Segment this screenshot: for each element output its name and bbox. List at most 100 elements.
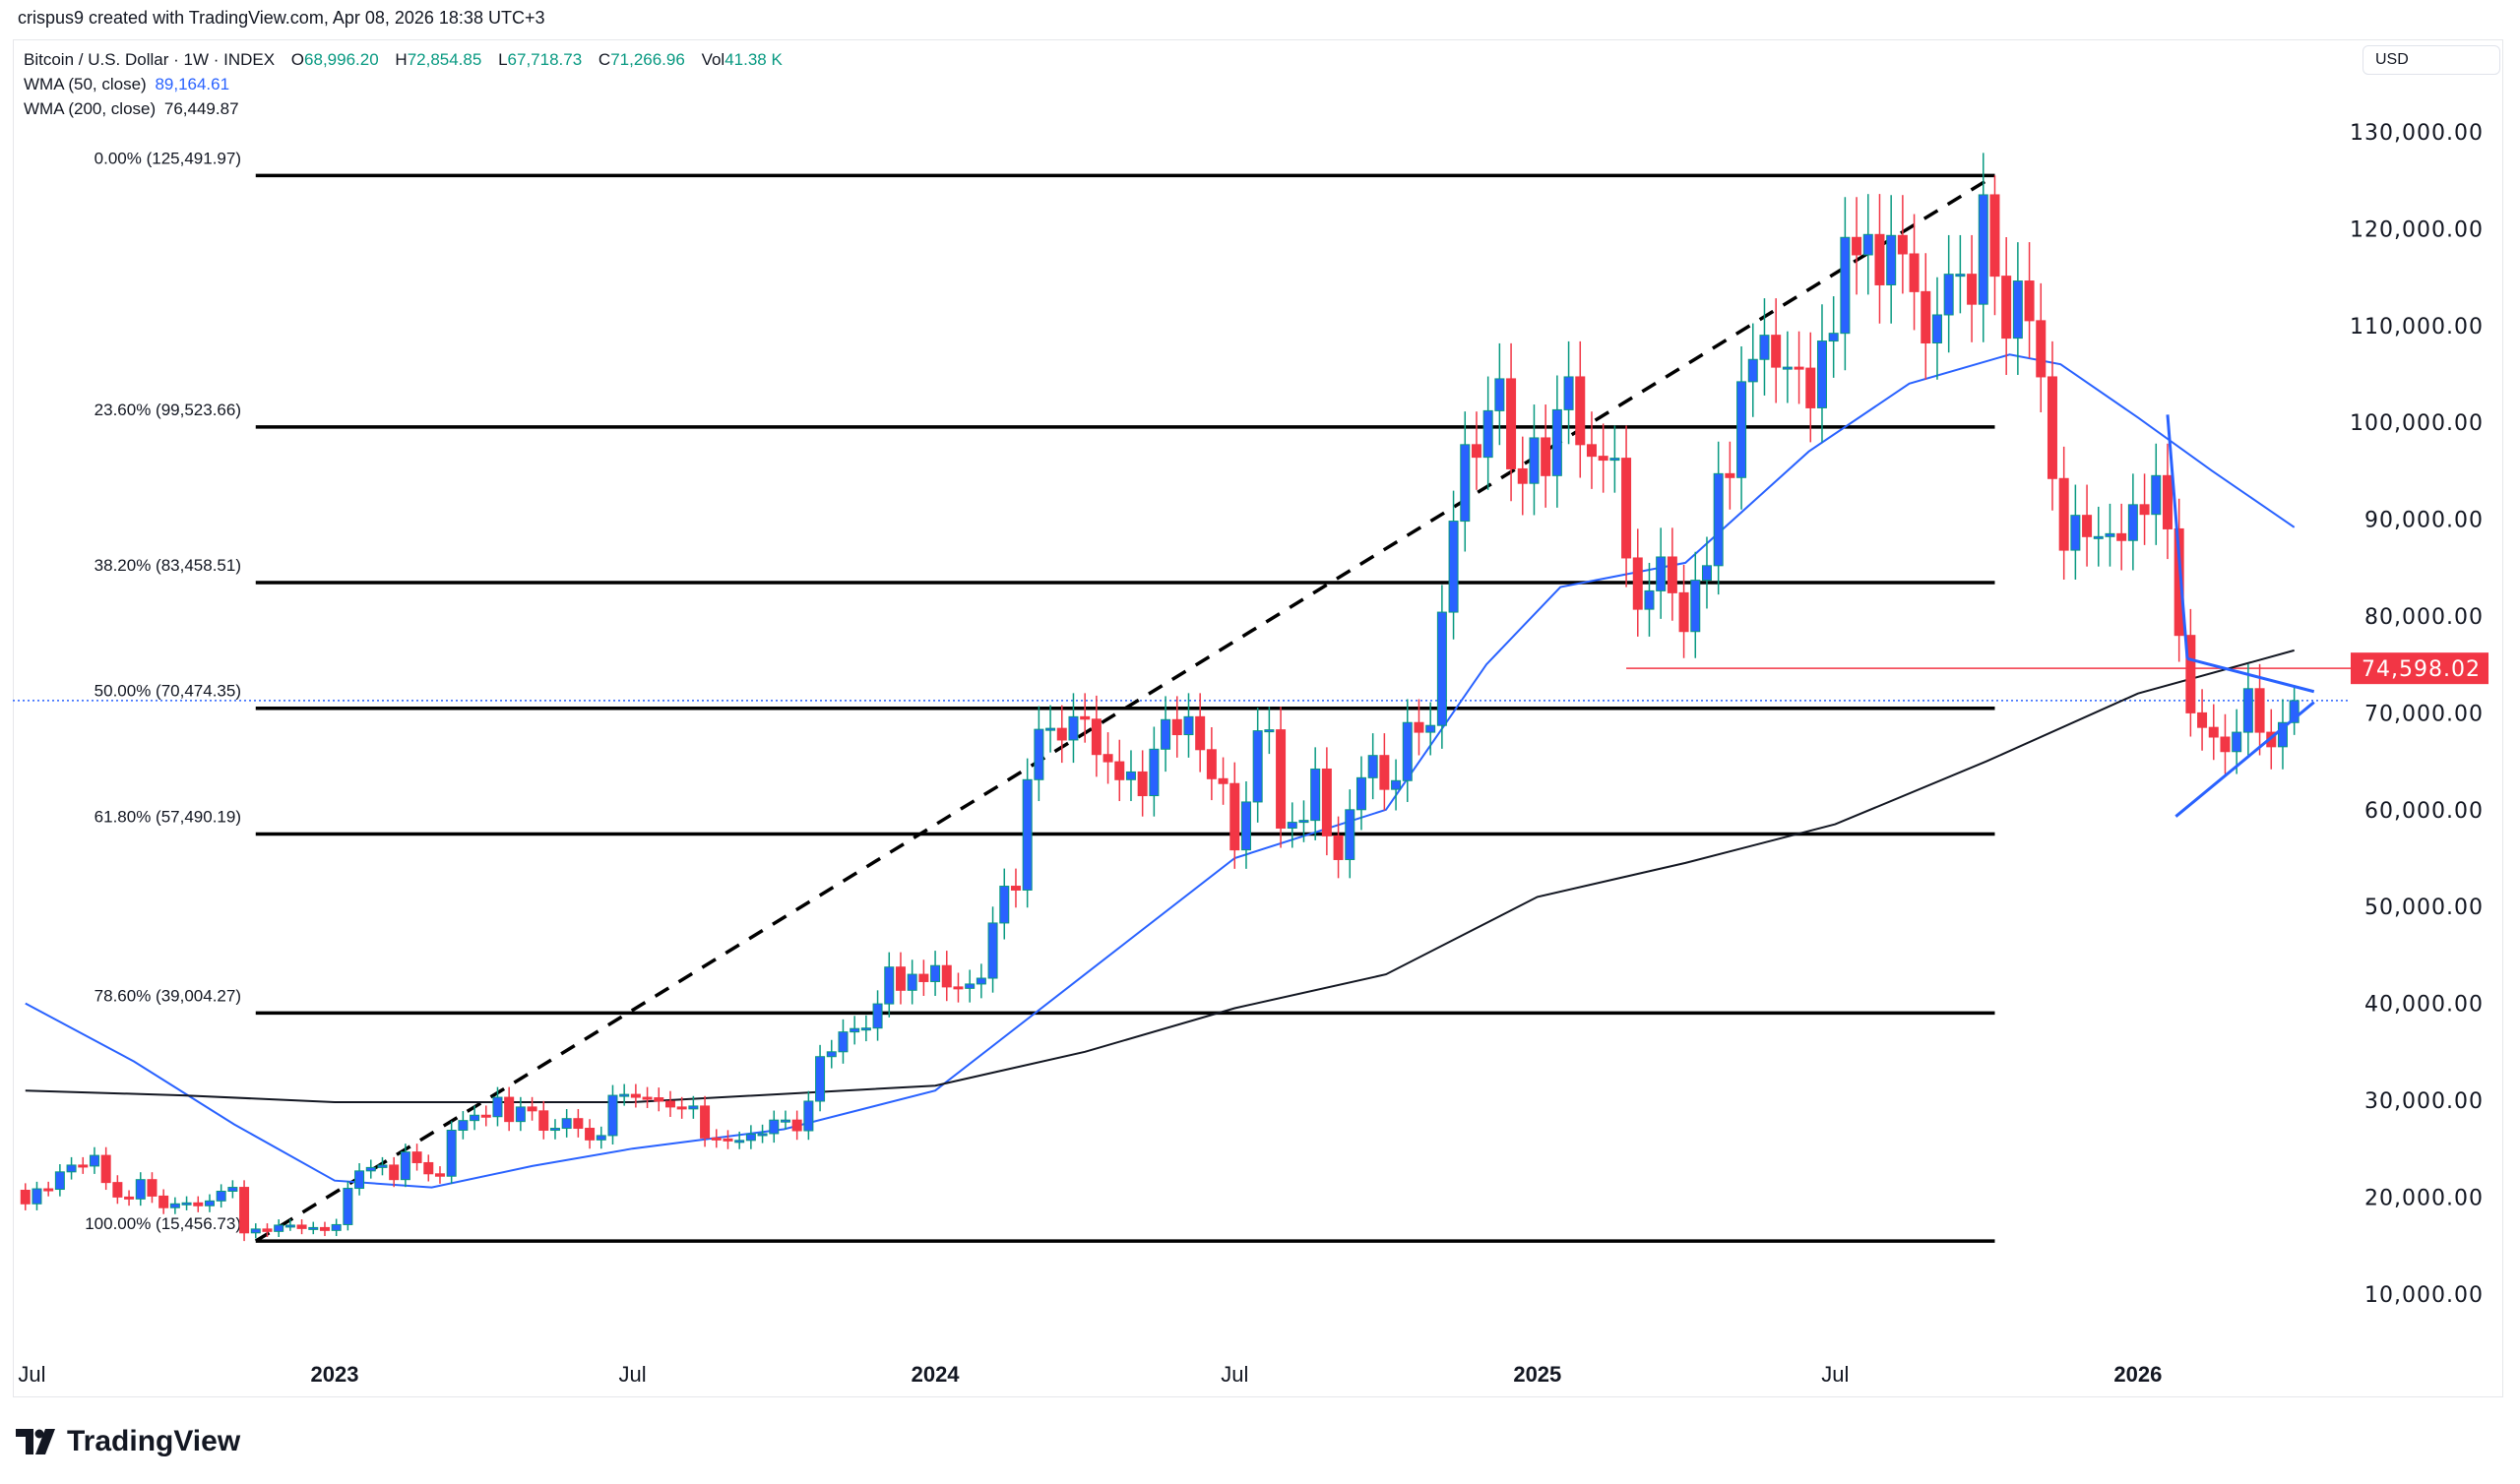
candle-body bbox=[1632, 557, 1643, 610]
candle-body bbox=[2127, 504, 2138, 541]
legend-wma200-row[interactable]: WMA (200, close) 76,449.87 bbox=[24, 96, 783, 121]
candle-body bbox=[1022, 778, 1033, 891]
candle bbox=[400, 1144, 410, 1188]
candle bbox=[1678, 565, 1689, 658]
candle-body bbox=[1551, 408, 1562, 476]
volume-value: 41.38 K bbox=[724, 50, 783, 69]
candle-body bbox=[470, 1114, 480, 1122]
candle-body bbox=[1034, 728, 1044, 780]
candle bbox=[619, 1083, 630, 1106]
candle bbox=[124, 1190, 135, 1206]
plot-area: 0.00% (125,491.97) 23.60% (99,523.66) 38.2… bbox=[13, 149, 2351, 1243]
candle-body bbox=[1598, 456, 1608, 462]
candle-body bbox=[1656, 556, 1667, 591]
candle-body bbox=[630, 1093, 641, 1098]
candle bbox=[1874, 194, 1885, 324]
candle bbox=[1298, 800, 1309, 842]
candle bbox=[1517, 436, 1528, 516]
candle-body bbox=[1874, 233, 1885, 285]
candle-body bbox=[274, 1224, 284, 1232]
wma200-label: WMA (200, close) bbox=[24, 99, 157, 118]
candle bbox=[20, 1183, 31, 1210]
candle bbox=[1575, 340, 1586, 478]
candle-body bbox=[2047, 376, 2057, 479]
candle-body bbox=[907, 973, 917, 991]
candle bbox=[2139, 473, 2150, 545]
candle-body bbox=[181, 1202, 192, 1206]
candle bbox=[1171, 696, 1182, 758]
candle bbox=[745, 1125, 756, 1149]
candle bbox=[664, 1090, 675, 1117]
candle-body bbox=[1575, 376, 1586, 446]
time-axis-label: Jul bbox=[1221, 1362, 1248, 1387]
time-axis-label: Jul bbox=[18, 1362, 45, 1387]
currency-selector[interactable]: USD bbox=[2362, 45, 2500, 75]
candle-body bbox=[135, 1179, 146, 1200]
candle-body bbox=[1921, 290, 1931, 344]
low-value: 67,718.73 bbox=[507, 50, 583, 69]
legend-wma50-row[interactable]: WMA (50, close) 89,164.61 bbox=[24, 72, 783, 96]
candle bbox=[169, 1197, 180, 1214]
candle bbox=[1586, 411, 1597, 489]
candle-body bbox=[1345, 809, 1355, 860]
high-label: H bbox=[395, 50, 408, 69]
candle-body bbox=[193, 1202, 204, 1206]
candle bbox=[2082, 484, 2093, 567]
candle bbox=[2058, 446, 2069, 580]
candle bbox=[723, 1130, 733, 1149]
candle bbox=[1022, 758, 1033, 908]
candle bbox=[791, 1110, 802, 1141]
tradingview-logo[interactable]: TradingView bbox=[16, 1425, 240, 1458]
triangle-upper-line bbox=[2186, 656, 2315, 694]
candle-body bbox=[239, 1187, 250, 1234]
candle-body bbox=[884, 966, 895, 1005]
candle-body bbox=[711, 1137, 722, 1141]
candle bbox=[1621, 425, 1632, 587]
candle-body bbox=[32, 1188, 42, 1205]
candle-body bbox=[619, 1093, 630, 1097]
candle-body bbox=[446, 1130, 457, 1177]
candle-body bbox=[2058, 477, 2069, 551]
candle bbox=[1482, 376, 1493, 490]
candle-body bbox=[2001, 276, 2012, 340]
candle-body bbox=[734, 1140, 745, 1144]
candle bbox=[757, 1124, 768, 1144]
fib-level-label: 23.60% (99,523.66) bbox=[94, 401, 241, 419]
candle bbox=[676, 1096, 687, 1119]
candle bbox=[573, 1109, 584, 1138]
candle-body bbox=[1171, 718, 1182, 736]
candle bbox=[642, 1086, 653, 1108]
candle bbox=[284, 1219, 295, 1231]
candle-body bbox=[1506, 378, 1517, 469]
candle-body bbox=[1759, 335, 1770, 360]
candle bbox=[2036, 282, 2047, 413]
candle bbox=[1886, 195, 1897, 324]
candle bbox=[112, 1175, 123, 1205]
high-value: 72,854.85 bbox=[407, 50, 482, 69]
candle bbox=[365, 1159, 376, 1179]
candle-body bbox=[1010, 886, 1021, 891]
candle bbox=[1333, 816, 1344, 879]
candle-body bbox=[2232, 731, 2242, 753]
candle-body bbox=[1644, 589, 1655, 610]
candle-body bbox=[1517, 467, 1528, 484]
candle-body bbox=[596, 1135, 606, 1141]
candle-body bbox=[642, 1096, 653, 1100]
candle bbox=[1056, 705, 1067, 764]
candle bbox=[1460, 411, 1471, 552]
candle-body bbox=[1943, 274, 1954, 316]
candle bbox=[1609, 425, 1620, 493]
candle bbox=[1771, 298, 1782, 403]
candle-body bbox=[1541, 437, 1551, 476]
wma50-label: WMA (50, close) bbox=[24, 75, 147, 93]
candle bbox=[826, 1039, 837, 1069]
candle-body bbox=[791, 1119, 802, 1132]
time-axis-label: 2024 bbox=[912, 1362, 961, 1387]
candle bbox=[1355, 756, 1366, 831]
symbol-title[interactable]: Bitcoin / U.S. Dollar · 1W · INDEX bbox=[24, 50, 276, 69]
triangle-drop-line bbox=[2166, 414, 2189, 659]
level-price-tag-label: 74,598.02 bbox=[2362, 657, 2481, 682]
candle-body bbox=[354, 1170, 365, 1190]
candle bbox=[654, 1087, 664, 1112]
